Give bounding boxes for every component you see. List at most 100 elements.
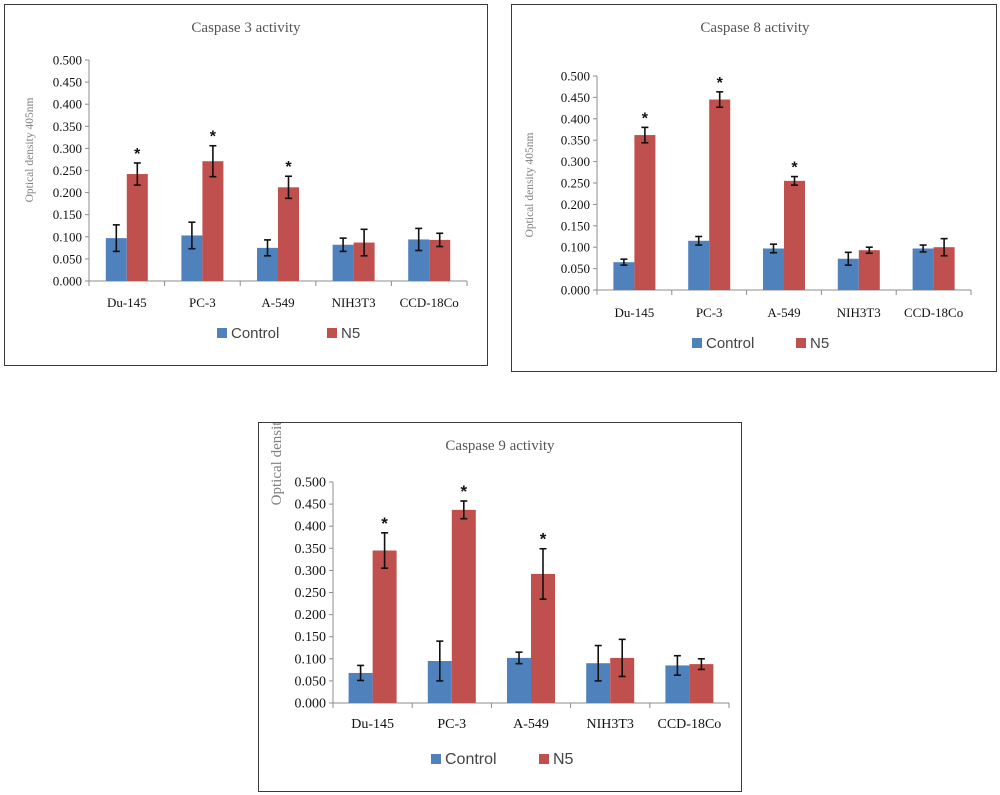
x-category-label: A-549 bbox=[261, 295, 294, 310]
y-axis-label: Optical density 405nm bbox=[24, 98, 36, 203]
significance-star: * bbox=[381, 514, 388, 533]
bar-control bbox=[688, 240, 710, 290]
y-tick-label: 0.150 bbox=[53, 207, 82, 222]
y-tick-label: 0.000 bbox=[561, 283, 590, 298]
bar-n5 bbox=[689, 664, 714, 703]
y-tick-label: 0.250 bbox=[53, 163, 82, 178]
y-axis-label: Optical density 405nm bbox=[524, 133, 536, 238]
y-tick-label: 0.400 bbox=[561, 111, 590, 126]
bar-n5 bbox=[353, 242, 375, 281]
y-tick-label: 0.400 bbox=[295, 520, 327, 535]
legend-swatch-control bbox=[692, 338, 702, 348]
x-category-label: NIH3T3 bbox=[586, 717, 633, 732]
y-tick-label: 0.300 bbox=[295, 564, 327, 579]
chart-svg-caspase-3: Caspase 3 activity Optical density 405nm 0… bbox=[24, 20, 468, 342]
bar-control bbox=[837, 258, 859, 290]
y-tick-label: 0.100 bbox=[561, 240, 590, 255]
x-category-label: A-549 bbox=[767, 305, 800, 320]
y-tick-label: 0.500 bbox=[53, 53, 82, 68]
bar-n5 bbox=[429, 239, 451, 281]
x-category-label: PC-3 bbox=[696, 305, 723, 320]
y-tick-label: 0.350 bbox=[53, 119, 82, 134]
legend-label-control: Control bbox=[231, 325, 279, 342]
legend-swatch-n5 bbox=[539, 754, 549, 764]
y-tick-label: 0.000 bbox=[295, 697, 327, 712]
bar-n5 bbox=[451, 509, 476, 703]
y-tick-label: 0.250 bbox=[561, 176, 590, 191]
significance-star: * bbox=[540, 530, 547, 549]
bar-n5 bbox=[784, 180, 805, 290]
significance-star: * bbox=[210, 129, 217, 146]
x-category-label: CCD-18Co bbox=[904, 305, 963, 320]
x-category-label: PC-3 bbox=[437, 717, 466, 732]
legend-label-control: Control bbox=[445, 751, 497, 768]
bar-control bbox=[257, 247, 278, 281]
x-category-label: CCD-18Co bbox=[658, 717, 722, 732]
significance-star: * bbox=[134, 146, 141, 163]
y-tick-label: 0.450 bbox=[295, 498, 327, 513]
y-tick-label: 0.300 bbox=[53, 141, 82, 156]
x-category-label: PC-3 bbox=[189, 295, 216, 310]
y-tick-label: 0.050 bbox=[53, 251, 82, 266]
bar-n5 bbox=[202, 161, 224, 281]
chart-title: Caspase 3 activity bbox=[191, 20, 301, 36]
y-tick-label: 0.050 bbox=[295, 674, 327, 689]
legend-label-n5: N5 bbox=[553, 751, 574, 768]
x-category-label: NIH3T3 bbox=[837, 305, 881, 320]
bar-control bbox=[105, 238, 127, 281]
y-tick-label: 0.500 bbox=[561, 69, 590, 84]
bar-n5 bbox=[709, 99, 731, 290]
x-category-label: Du-145 bbox=[351, 717, 394, 732]
bar-control bbox=[763, 248, 784, 290]
y-tick-label: 0.100 bbox=[295, 652, 327, 667]
y-tick-label: 0.100 bbox=[53, 229, 82, 244]
y-tick-label: 0.500 bbox=[295, 476, 327, 491]
bar-control bbox=[408, 239, 430, 281]
chart-panel-caspase-8: Caspase 8 activity Optical density 405nm 0… bbox=[511, 4, 997, 372]
x-category-label: CCD-18Co bbox=[400, 295, 459, 310]
bar-n5 bbox=[126, 174, 148, 281]
y-tick-label: 0.150 bbox=[295, 630, 327, 645]
y-tick-label: 0.000 bbox=[53, 274, 82, 289]
bar-n5 bbox=[634, 135, 656, 290]
legend-label-n5: N5 bbox=[810, 335, 829, 352]
bar-n5 bbox=[372, 550, 397, 703]
bar-control bbox=[507, 657, 531, 703]
significance-star: * bbox=[717, 75, 724, 92]
chart-title: Caspase 9 activity bbox=[445, 438, 555, 454]
x-category-label: A-549 bbox=[513, 717, 549, 732]
bar-control bbox=[332, 244, 354, 281]
bar-control bbox=[912, 248, 934, 290]
bar-n5 bbox=[933, 247, 955, 290]
y-tick-label: 0.450 bbox=[561, 90, 590, 105]
y-tick-label: 0.050 bbox=[561, 261, 590, 276]
bar-n5 bbox=[278, 187, 299, 281]
significance-star: * bbox=[285, 159, 292, 176]
chart-title: Caspase 8 activity bbox=[700, 20, 810, 36]
x-category-label: Du-145 bbox=[615, 305, 655, 320]
y-tick-label: 0.400 bbox=[53, 97, 82, 112]
legend-label-control: Control bbox=[706, 335, 754, 352]
chart-panel-caspase-9: Caspase 9 activity Optical density 405nm 0… bbox=[258, 422, 742, 792]
y-tick-label: 0.250 bbox=[295, 586, 327, 601]
legend-swatch-control bbox=[217, 328, 227, 338]
y-tick-label: 0.200 bbox=[561, 197, 590, 212]
significance-star: * bbox=[791, 160, 798, 177]
y-tick-label: 0.350 bbox=[561, 133, 590, 148]
chart-svg-caspase-9: Caspase 9 activity Optical density 405nm 0… bbox=[269, 423, 730, 768]
legend-swatch-n5 bbox=[796, 338, 806, 348]
x-category-label: NIH3T3 bbox=[332, 295, 376, 310]
bar-control bbox=[613, 262, 635, 290]
chart-svg-caspase-8: Caspase 8 activity Optical density 405nm 0… bbox=[524, 20, 972, 352]
y-axis-label: Optical density 405nm bbox=[269, 423, 285, 505]
significance-star: * bbox=[460, 482, 467, 501]
bar-n5 bbox=[858, 250, 880, 290]
x-category-label: Du-145 bbox=[107, 295, 147, 310]
legend-label-n5: N5 bbox=[341, 325, 360, 342]
y-tick-label: 0.300 bbox=[561, 154, 590, 169]
significance-star: * bbox=[642, 110, 649, 127]
chart-panel-caspase-3: Caspase 3 activity Optical density 405nm 0… bbox=[4, 4, 488, 366]
legend-swatch-control bbox=[431, 754, 441, 764]
bar-control bbox=[181, 235, 203, 281]
y-tick-label: 0.200 bbox=[53, 185, 82, 200]
